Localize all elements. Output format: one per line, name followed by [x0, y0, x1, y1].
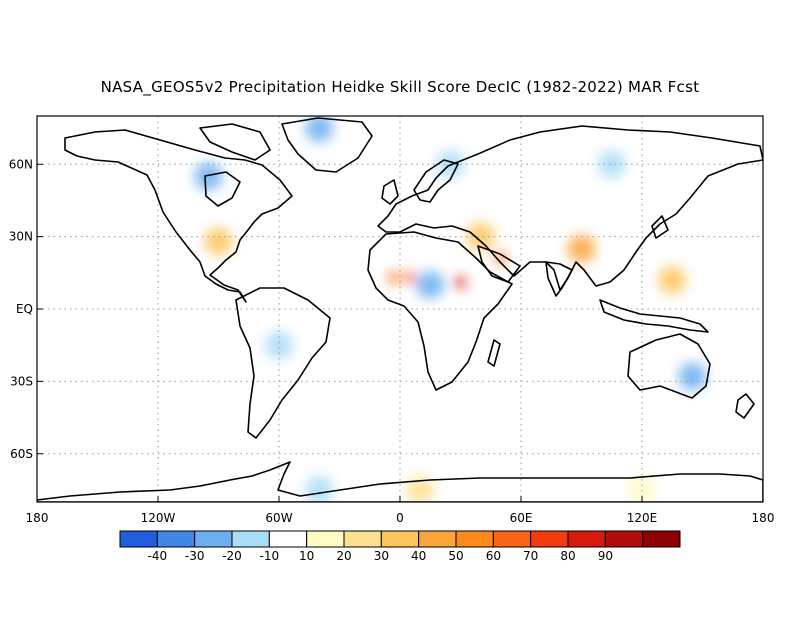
coastline-greenland — [281, 117, 373, 173]
map-title: NASA_GEOS5v2 Precipitation Heidke Skill … — [100, 78, 700, 96]
skill-score-cell-5 — [567, 234, 596, 263]
skill-score-cell-9 — [194, 162, 223, 191]
lon-tick-label-2: 60W — [265, 511, 292, 525]
colorbar-label-5: 20 — [336, 549, 351, 563]
skill-score-cell-12 — [265, 331, 293, 360]
lat-tick-label-3: 30S — [10, 374, 33, 388]
skill-score-cell-1 — [387, 271, 400, 284]
coastline-japan — [651, 215, 669, 239]
colorbar-label-12: 90 — [598, 549, 613, 563]
skill-score-cell-6 — [204, 227, 233, 256]
lat-tick-label-1: 30N — [9, 230, 33, 244]
lon-tick-label-3: 0 — [396, 511, 404, 525]
skill-score-cell-10 — [305, 116, 334, 143]
colorbar-label-2: -20 — [222, 549, 242, 563]
colorbar-label-3: -10 — [260, 549, 280, 563]
colorbar-swatch-12 — [567, 530, 606, 548]
colorbar-swatch-13 — [604, 530, 644, 548]
skill-score-cell-2 — [404, 271, 417, 284]
colorbar-label-1: -30 — [185, 549, 205, 563]
colorbar-swatch-9 — [455, 530, 494, 548]
colorbar-swatch-14 — [642, 530, 681, 548]
coastline-india — [545, 261, 573, 297]
colorbar-swatch-7 — [380, 530, 420, 548]
coastline-arabia — [477, 245, 521, 283]
skill-score-cell-0 — [454, 276, 467, 289]
lon-tick-label-4: 60E — [510, 511, 533, 525]
coastline-europe-asia — [377, 125, 763, 291]
skill-score-cell-16 — [406, 475, 435, 502]
coastline-indonesia — [599, 299, 709, 333]
coastline-hudson-bay — [204, 171, 241, 207]
colorbar-label-8: 50 — [448, 549, 463, 563]
lat-tick-label-2: EQ — [16, 302, 33, 316]
colorbar-label-7: 40 — [411, 549, 426, 563]
skill-score-cell-11 — [678, 362, 707, 391]
colorbar-swatch-11 — [530, 530, 569, 548]
skill-score-cell-4 — [466, 222, 495, 251]
colorbar-swatch-1 — [156, 530, 196, 548]
colorbar-label-6: 30 — [374, 549, 389, 563]
colorbar-swatch-5 — [306, 530, 345, 548]
coastline-scandinavia — [413, 159, 459, 203]
skill-score-cell-8 — [416, 270, 445, 299]
coastline-north-america — [64, 129, 293, 303]
colorbar-swatch-10 — [492, 530, 532, 548]
colorbar-swatch-0 — [119, 530, 158, 548]
colorbar-label-4: 10 — [299, 549, 314, 563]
lon-tick-label-1: 120W — [141, 511, 176, 525]
coastline-africa — [367, 231, 513, 391]
plot-frame — [36, 115, 764, 503]
skill-score-cell-7 — [658, 266, 687, 295]
colorbar-swatch-2 — [194, 530, 233, 548]
colorbar-swatch-6 — [343, 530, 382, 548]
skill-score-cell-17 — [628, 475, 656, 502]
lon-tick-label-5: 120E — [627, 511, 658, 525]
skill-score-cell-15 — [305, 475, 334, 502]
lon-tick-label-6: 180 — [752, 511, 775, 525]
lat-tick-label-4: 60S — [10, 447, 33, 461]
colorbar-swatch-4 — [268, 530, 308, 548]
colorbar-swatch-3 — [231, 530, 270, 548]
skill-score-cell-14 — [436, 150, 465, 179]
coastline-australia — [627, 333, 711, 399]
colorbar-swatch-8 — [418, 530, 457, 548]
coastline-canadian-arctic — [199, 123, 271, 161]
skill-score-cell-3 — [494, 252, 507, 265]
lat-tick-label-0: 60N — [9, 157, 33, 171]
colorbar-label-0: -40 — [148, 549, 168, 563]
coastline-new-zealand — [735, 393, 755, 419]
coastline-british-isles — [381, 179, 399, 205]
coastline-antarctica — [37, 461, 763, 502]
lon-tick-label-0: 180 — [26, 511, 49, 525]
colorbar-label-11: 80 — [560, 549, 575, 563]
colorbar-label-10: 70 — [523, 549, 538, 563]
coastline-south-america — [235, 287, 331, 439]
coastline-madagascar — [487, 339, 501, 367]
skill-score-cell-13 — [597, 150, 626, 179]
colorbar-label-9: 60 — [486, 549, 501, 563]
